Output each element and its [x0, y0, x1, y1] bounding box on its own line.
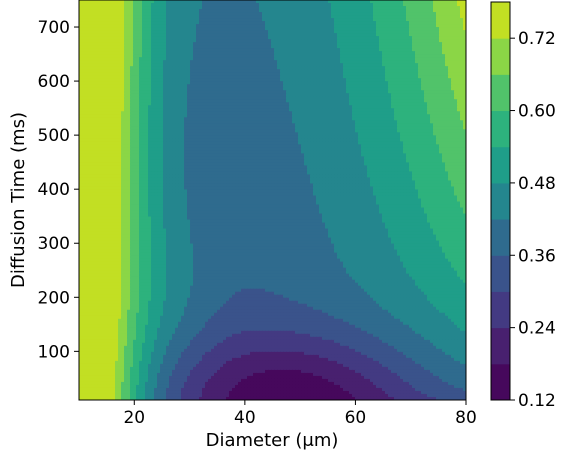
plot-area	[79, 0, 467, 401]
